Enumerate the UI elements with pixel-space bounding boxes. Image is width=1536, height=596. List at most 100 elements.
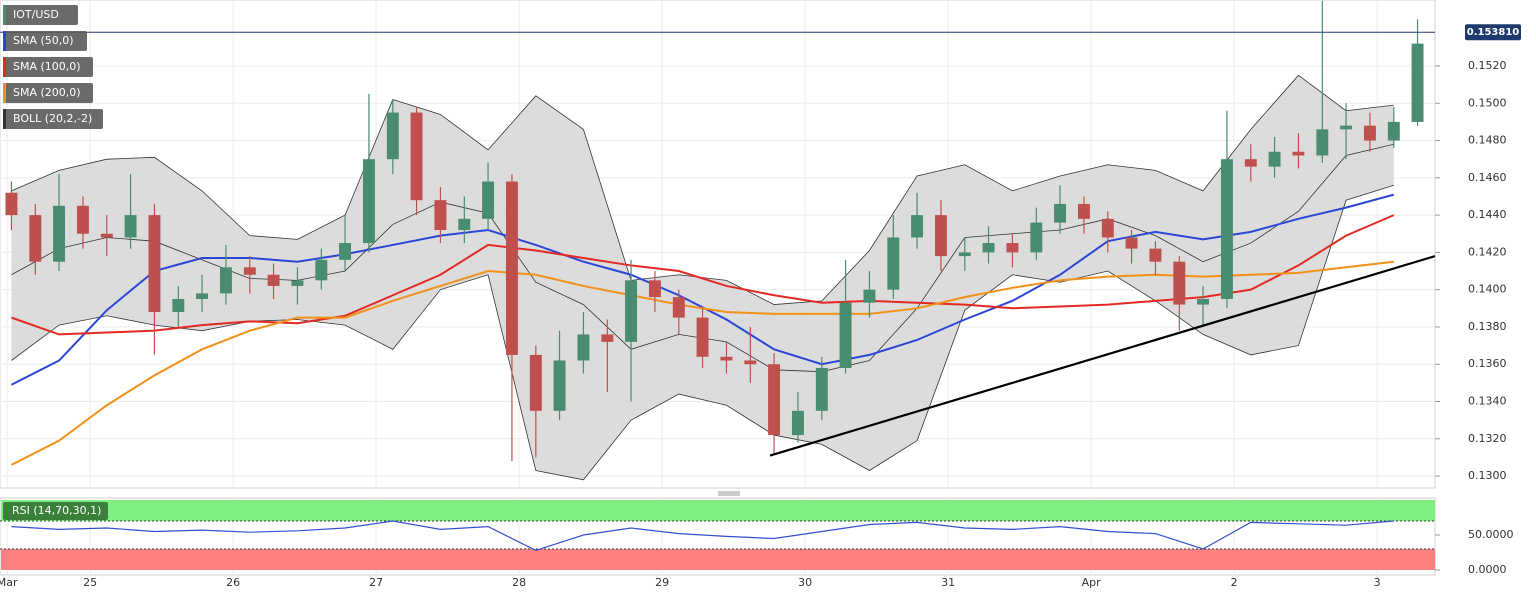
legend-box	[3, 83, 93, 103]
sma-line	[11, 214, 1395, 336]
candle-body	[1363, 125, 1376, 141]
candle-body	[1030, 222, 1043, 253]
legend-entry[interactable]: BOLL (20,2,-2)	[3, 109, 103, 129]
last-price-box	[1465, 24, 1521, 41]
legend-entry[interactable]: IOT/USD	[3, 5, 78, 25]
candle-body	[505, 181, 518, 355]
legend-entry[interactable]: SMA (100,0)	[3, 57, 93, 77]
x-tick-label: 30	[798, 576, 812, 589]
legend-entry[interactable]: SMA (50,0)	[3, 31, 87, 51]
candle-body	[100, 233, 113, 238]
candle-body	[1077, 203, 1090, 219]
x-tick-label: Mar	[0, 576, 18, 589]
y-tick-label: 0.1340	[1468, 395, 1507, 408]
candle-body	[76, 205, 89, 234]
candle-body	[696, 317, 709, 357]
candle-body	[1387, 121, 1400, 141]
candle-body	[339, 243, 352, 260]
legend-label: SMA (200,0)	[13, 86, 81, 99]
candle-body	[219, 267, 232, 294]
candle-body	[1125, 237, 1138, 249]
y-tick-label: 0.1460	[1468, 171, 1507, 184]
candle-body	[744, 360, 757, 365]
candle-body	[1244, 159, 1257, 167]
candle-body	[1173, 261, 1186, 305]
y-tick-label: 0.1500	[1468, 96, 1507, 109]
candle-body	[553, 360, 566, 411]
candle-body	[1340, 125, 1353, 130]
oversold-zone	[1, 549, 1435, 570]
candle-body	[1101, 218, 1114, 238]
rsi-line	[11, 520, 1394, 552]
x-tick-label: 29	[655, 576, 669, 589]
legend-entry[interactable]: SMA (200,0)	[3, 83, 93, 103]
legend-swatch	[3, 5, 6, 25]
legend-box	[3, 5, 78, 25]
candle-body	[53, 205, 66, 262]
candle-body	[1197, 298, 1210, 305]
candle-body	[1268, 151, 1281, 167]
legend-label: BOLL (20,2,-2)	[13, 112, 92, 125]
legend-box	[3, 31, 87, 51]
last-price-label: 0.153810	[1467, 27, 1520, 38]
candle-body	[124, 215, 137, 238]
x-tick-label: 28	[512, 576, 526, 589]
candle-body	[386, 112, 399, 160]
candle-body	[410, 112, 423, 201]
rsi-title: RSI (14,70,30,1)	[12, 504, 101, 517]
candle-body	[1006, 243, 1019, 253]
candle-body	[362, 159, 375, 244]
candle-body	[720, 356, 733, 361]
candle-body	[911, 215, 924, 238]
x-tick-label: Apr	[1082, 576, 1102, 589]
legend-swatch	[3, 109, 6, 129]
candle-body	[577, 334, 590, 361]
y-tick-label: 0.1380	[1468, 320, 1507, 333]
legend-swatch	[3, 57, 6, 77]
candle-body	[1411, 43, 1424, 122]
legend-swatch	[3, 31, 6, 51]
panel-resize-handle[interactable]	[718, 491, 740, 496]
candle-body	[601, 334, 614, 342]
candle-body	[196, 293, 209, 299]
y-tick-label: 0.1520	[1468, 59, 1507, 72]
candle-body	[791, 410, 804, 436]
legend-box	[3, 57, 93, 77]
y-tick-label: 0.1360	[1468, 357, 1507, 370]
candle-body	[982, 243, 995, 253]
candle-body	[243, 267, 256, 275]
candle-body	[815, 367, 828, 411]
candle-body	[5, 192, 18, 216]
candle-body	[529, 354, 542, 411]
x-tick-label: 25	[83, 576, 97, 589]
y-tick-label: 0.1480	[1468, 134, 1507, 147]
candle-body	[1316, 129, 1329, 156]
candle-body	[887, 237, 900, 290]
candle-body	[648, 280, 661, 298]
candle-body	[1054, 203, 1067, 223]
candle-body	[934, 215, 947, 257]
candle-body	[148, 215, 161, 313]
legend-label: SMA (50,0)	[13, 34, 74, 47]
candle-body	[458, 218, 471, 231]
candle-body	[672, 297, 685, 318]
y-tick-label: 50.0000	[1468, 528, 1514, 541]
candle-body	[482, 181, 495, 219]
candle-body	[267, 274, 280, 286]
y-tick-label: 0.1420	[1468, 245, 1507, 258]
candle-body	[1292, 151, 1305, 156]
y-tick-label: 0.1300	[1468, 469, 1507, 482]
candle-body	[29, 215, 42, 262]
y-tick-label: 0.0000	[1468, 563, 1507, 576]
y-tick-label: 0.1400	[1468, 283, 1507, 296]
candle-body	[1220, 159, 1233, 299]
candle-body	[958, 252, 971, 257]
candle-body	[315, 259, 328, 281]
candle-body	[172, 298, 185, 313]
y-tick-label: 0.1320	[1468, 432, 1507, 445]
rsi-title-box	[3, 502, 108, 520]
x-tick-label: 3	[1374, 576, 1381, 589]
candle-body	[291, 280, 304, 286]
y-tick-label: 0.1440	[1468, 208, 1507, 221]
